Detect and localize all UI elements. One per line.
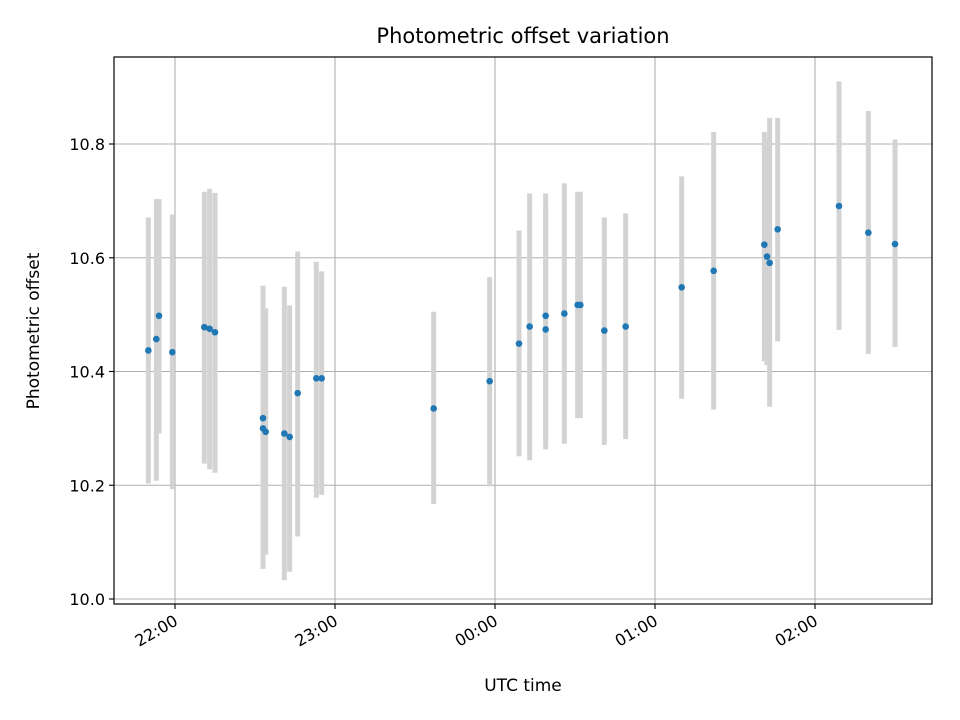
- data-point: [153, 335, 160, 343]
- data-point: [710, 267, 717, 275]
- data-points: [145, 202, 899, 441]
- y-tick-label: 10.0: [69, 590, 105, 609]
- data-point: [761, 241, 768, 248]
- grid: [114, 57, 932, 604]
- data-point: [766, 259, 773, 267]
- data-point: [486, 377, 493, 385]
- y-tick-label: 10.8: [69, 135, 105, 154]
- x-axis-label: UTC time: [484, 676, 562, 696]
- data-point: [169, 348, 176, 356]
- y-tick-label: 10.4: [69, 363, 105, 382]
- data-point: [262, 428, 269, 436]
- data-point: [313, 375, 320, 382]
- data-point: [430, 405, 437, 412]
- data-point: [294, 389, 301, 397]
- data-point: [145, 347, 152, 354]
- data-point: [542, 312, 549, 320]
- data-point: [201, 323, 208, 331]
- data-point: [865, 229, 872, 237]
- data-point: [155, 312, 163, 320]
- chart-title: Photometric offset variation: [376, 24, 669, 48]
- data-point: [561, 310, 568, 317]
- y-tick-label: 10.2: [69, 476, 105, 495]
- data-point: [601, 327, 608, 334]
- data-point: [774, 226, 781, 233]
- data-point: [286, 433, 293, 441]
- plot-frame: [113, 56, 933, 605]
- data-point: [835, 202, 843, 210]
- data-point: [211, 328, 219, 336]
- data-point: [622, 323, 629, 330]
- data-point: [763, 253, 771, 260]
- data-point: [281, 430, 288, 437]
- data-point: [891, 240, 899, 248]
- data-point: [515, 340, 523, 347]
- data-point: [526, 323, 533, 330]
- data-point: [577, 301, 584, 309]
- y-tick-label: 10.6: [69, 249, 105, 268]
- data-point: [542, 326, 549, 333]
- y-axis-label: Photometric offset: [24, 252, 44, 409]
- data-point: [259, 414, 267, 422]
- data-point: [678, 284, 685, 291]
- data-point: [318, 375, 325, 382]
- data-point: [206, 325, 213, 333]
